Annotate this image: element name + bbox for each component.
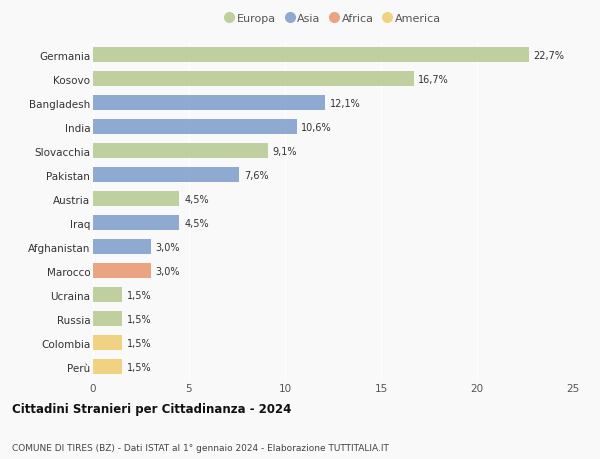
Text: 12,1%: 12,1% <box>330 98 361 108</box>
Text: 1,5%: 1,5% <box>127 362 151 372</box>
Text: 4,5%: 4,5% <box>184 194 209 204</box>
Bar <box>93 192 179 207</box>
Bar <box>93 168 239 183</box>
Bar <box>93 287 122 302</box>
Bar <box>93 120 296 135</box>
Text: 10,6%: 10,6% <box>301 123 332 132</box>
Bar <box>93 48 529 63</box>
Bar <box>93 240 151 254</box>
Bar <box>93 72 413 87</box>
Bar <box>93 336 122 350</box>
Legend: Europa, Asia, Africa, America: Europa, Asia, Africa, America <box>220 9 446 28</box>
Text: Cittadini Stranieri per Cittadinanza - 2024: Cittadini Stranieri per Cittadinanza - 2… <box>12 403 292 415</box>
Text: 1,5%: 1,5% <box>127 338 151 348</box>
Text: 1,5%: 1,5% <box>127 290 151 300</box>
Text: 9,1%: 9,1% <box>272 146 297 157</box>
Bar <box>93 311 122 326</box>
Text: 3,0%: 3,0% <box>155 242 180 252</box>
Text: COMUNE DI TIRES (BZ) - Dati ISTAT al 1° gennaio 2024 - Elaborazione TUTTITALIA.I: COMUNE DI TIRES (BZ) - Dati ISTAT al 1° … <box>12 443 389 452</box>
Text: 22,7%: 22,7% <box>533 50 565 61</box>
Bar <box>93 216 179 230</box>
Text: 1,5%: 1,5% <box>127 314 151 324</box>
Text: 4,5%: 4,5% <box>184 218 209 228</box>
Bar <box>93 144 268 159</box>
Bar <box>93 96 325 111</box>
Text: 16,7%: 16,7% <box>418 74 449 84</box>
Text: 3,0%: 3,0% <box>155 266 180 276</box>
Bar <box>93 263 151 279</box>
Text: 7,6%: 7,6% <box>244 170 268 180</box>
Bar <box>93 359 122 374</box>
